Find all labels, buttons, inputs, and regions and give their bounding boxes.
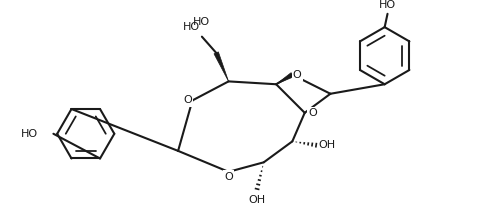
Text: O: O [293, 70, 301, 80]
Text: HO: HO [21, 129, 38, 139]
Text: O: O [183, 95, 192, 105]
Polygon shape [214, 52, 228, 81]
Text: HO: HO [194, 17, 210, 27]
Text: OH: OH [318, 140, 335, 150]
Text: HO: HO [379, 0, 396, 10]
Text: O: O [308, 108, 317, 118]
Text: HO: HO [183, 22, 200, 32]
Text: OH: OH [249, 195, 266, 205]
Text: O: O [224, 172, 233, 182]
Polygon shape [276, 73, 294, 84]
